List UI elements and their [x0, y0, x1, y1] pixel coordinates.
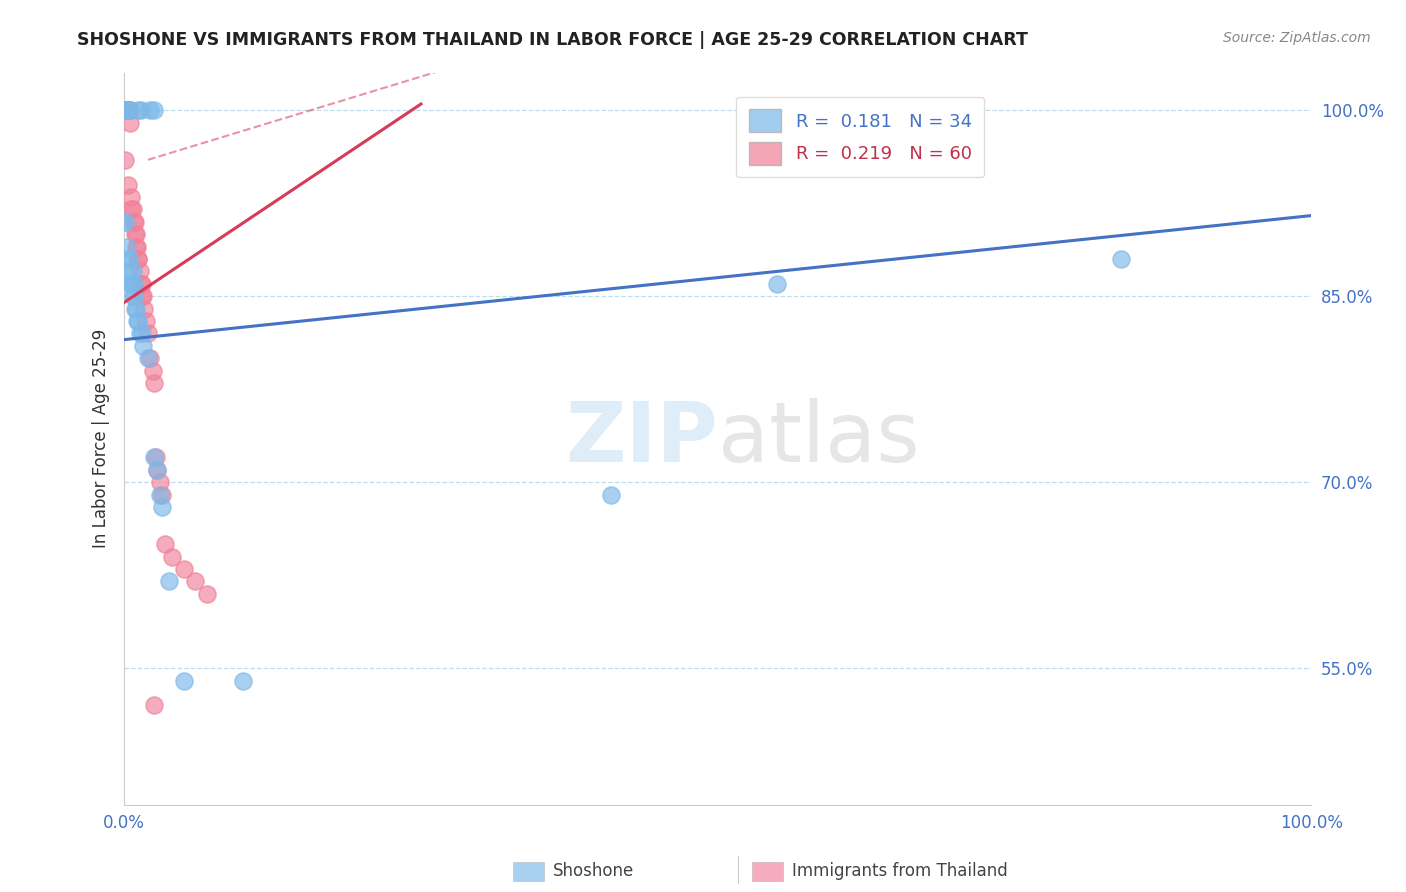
Text: Immigrants from Thailand: Immigrants from Thailand: [792, 863, 1007, 880]
Point: [142, 363, 165, 377]
Point: [115, 103, 138, 118]
Point: [132, 289, 155, 303]
Point: [127, 314, 149, 328]
Point: [118, 252, 141, 266]
Point: [114, 103, 136, 118]
Text: ZIP: ZIP: [565, 399, 717, 479]
Point: [142, 698, 165, 713]
Legend: R =  0.181   N = 34, R =  0.219   N = 60: R = 0.181 N = 34, R = 0.219 N = 60: [735, 96, 984, 178]
Point: [131, 289, 153, 303]
Point: [112, 103, 135, 118]
Point: [124, 215, 146, 229]
Point: [127, 252, 149, 266]
Point: [173, 673, 195, 688]
Point: [127, 252, 149, 266]
Point: [120, 277, 142, 291]
Point: [121, 202, 143, 217]
Point: [139, 103, 162, 118]
Point: [120, 115, 142, 129]
Point: [125, 239, 148, 253]
Point: [112, 215, 135, 229]
Point: [150, 488, 173, 502]
Point: [150, 500, 173, 514]
Point: [136, 351, 159, 366]
Point: [118, 103, 141, 118]
Point: [131, 277, 153, 291]
Point: [121, 264, 143, 278]
Point: [599, 488, 621, 502]
Point: [132, 339, 155, 353]
Point: [146, 463, 169, 477]
Point: [118, 103, 141, 118]
Point: [160, 549, 183, 564]
Point: [131, 326, 153, 341]
Point: [129, 103, 152, 118]
Text: Shoshone: Shoshone: [553, 863, 634, 880]
Point: [115, 239, 138, 253]
Point: [127, 239, 149, 253]
Point: [117, 103, 139, 118]
Point: [145, 450, 167, 465]
Point: [134, 301, 156, 316]
Point: [122, 215, 145, 229]
Point: [142, 450, 165, 465]
Point: [149, 488, 172, 502]
Point: [184, 574, 207, 589]
Point: [135, 314, 157, 328]
Point: [1111, 252, 1133, 266]
Point: [115, 103, 138, 118]
Point: [117, 252, 139, 266]
Point: [117, 178, 139, 192]
Point: [124, 227, 146, 242]
Point: [136, 326, 159, 341]
Point: [125, 301, 148, 316]
Point: [149, 475, 172, 490]
Point: [117, 103, 139, 118]
Point: [122, 277, 145, 291]
Point: [120, 264, 142, 278]
Point: [766, 277, 789, 291]
Point: [115, 103, 138, 118]
Point: [129, 277, 152, 291]
Point: [120, 277, 142, 291]
Text: atlas: atlas: [717, 399, 920, 479]
Point: [146, 463, 169, 477]
Point: [127, 314, 149, 328]
Point: [114, 153, 136, 167]
Point: [122, 289, 145, 303]
Point: [157, 574, 180, 589]
Point: [114, 103, 136, 118]
Point: [120, 202, 142, 217]
Y-axis label: In Labor Force | Age 25-29: In Labor Force | Age 25-29: [93, 329, 110, 549]
Point: [117, 103, 139, 118]
Text: Source: ZipAtlas.com: Source: ZipAtlas.com: [1223, 31, 1371, 45]
Point: [232, 673, 254, 688]
Point: [124, 301, 146, 316]
Point: [195, 587, 218, 601]
Point: [114, 103, 136, 118]
Point: [127, 103, 149, 118]
Text: SHOSHONE VS IMMIGRANTS FROM THAILAND IN LABOR FORCE | AGE 25-29 CORRELATION CHAR: SHOSHONE VS IMMIGRANTS FROM THAILAND IN …: [77, 31, 1028, 49]
Point: [142, 376, 165, 390]
Point: [114, 215, 136, 229]
Point: [173, 562, 195, 576]
Point: [120, 103, 142, 118]
Point: [120, 190, 142, 204]
Point: [121, 289, 143, 303]
Point: [153, 537, 176, 551]
Point: [142, 103, 165, 118]
Point: [139, 351, 162, 366]
Point: [128, 264, 150, 278]
Point: [125, 227, 148, 242]
Point: [128, 326, 150, 341]
Point: [118, 103, 141, 118]
